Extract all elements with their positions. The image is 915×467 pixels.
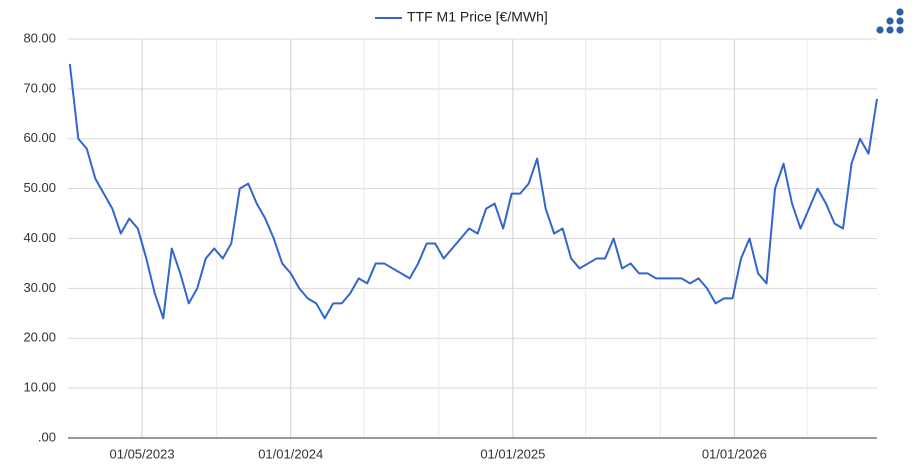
- legend-text: TTF M1 Price [€/MWh]: [407, 9, 548, 25]
- y-tick-label: 20.00: [23, 330, 56, 345]
- y-tick-label: .00: [38, 429, 56, 444]
- y-tick-label: 70.00: [23, 80, 56, 95]
- y-tick-label: 80.00: [23, 30, 56, 45]
- y-tick-label: 60.00: [23, 130, 56, 145]
- x-tick-label: 01/01/2025: [480, 446, 545, 461]
- y-tick-label: 50.00: [23, 180, 56, 195]
- x-tick-label: 01/01/2026: [702, 446, 767, 461]
- x-tick-label: 01/05/2023: [110, 446, 175, 461]
- y-tick-label: 30.00: [23, 280, 56, 295]
- y-tick-label: 40.00: [23, 230, 56, 245]
- y-tick-label: 10.00: [23, 380, 56, 395]
- x-tick-label: 01/01/2024: [258, 446, 323, 461]
- logo: [876, 8, 904, 34]
- price-line: [68, 63, 878, 320]
